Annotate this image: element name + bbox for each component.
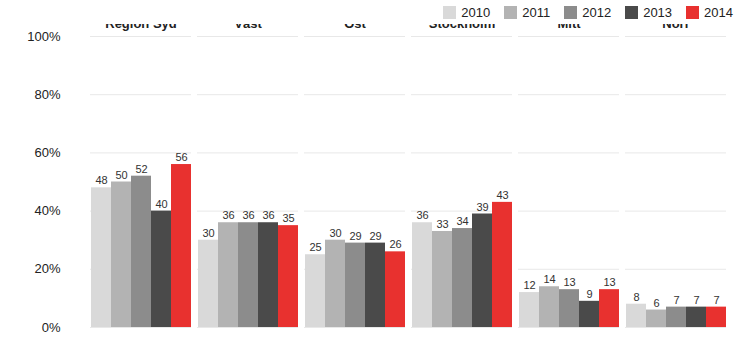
html-text:2010: 2010	[461, 4, 491, 20]
html-text:2014: 2014	[704, 4, 733, 20]
svg-text:12: 12	[523, 279, 535, 291]
svg-text:100%: 100%	[27, 29, 61, 44]
svg-text:30: 30	[202, 227, 214, 239]
svg-text:8: 8	[633, 291, 639, 303]
html-text:2013: 2013	[643, 4, 673, 20]
svg-text:36: 36	[222, 209, 234, 221]
svg-text:80%: 80%	[34, 87, 60, 102]
html-text:2011: 2011	[522, 4, 551, 20]
svg-text:Stockholm: Stockholm	[429, 24, 495, 31]
svg-text:34: 34	[456, 215, 468, 227]
svg-text:20%: 20%	[34, 261, 60, 276]
svg-text:6: 6	[653, 297, 659, 309]
svg-text:13: 13	[563, 276, 575, 288]
svg-text:14: 14	[543, 273, 555, 285]
svg-text:48: 48	[95, 174, 107, 186]
svg-text:7: 7	[693, 294, 699, 306]
svg-text:25: 25	[309, 241, 321, 253]
svg-text:60%: 60%	[34, 145, 60, 160]
svg-text:26: 26	[389, 238, 401, 250]
svg-text:29: 29	[369, 230, 381, 242]
svg-text:Väst: Väst	[234, 24, 262, 31]
svg-text:30: 30	[329, 227, 341, 239]
svg-text:Region Syd: Region Syd	[105, 24, 177, 31]
svg-text:50: 50	[115, 169, 127, 181]
svg-text:52: 52	[135, 163, 147, 175]
svg-text:13: 13	[603, 276, 615, 288]
svg-text:29: 29	[349, 230, 361, 242]
svg-text:40%: 40%	[34, 203, 60, 218]
html-text:2012: 2012	[582, 4, 612, 20]
svg-text:Öst: Öst	[344, 24, 366, 31]
svg-text:0%: 0%	[42, 320, 61, 335]
svg-text:39: 39	[476, 201, 488, 213]
svg-text:7: 7	[673, 294, 679, 306]
svg-text:36: 36	[242, 209, 254, 221]
svg-text:Mitt: Mitt	[557, 24, 581, 31]
svg-text:9: 9	[586, 288, 592, 300]
svg-text:36: 36	[262, 209, 274, 221]
svg-text:36: 36	[416, 209, 428, 221]
svg-text:43: 43	[496, 189, 508, 201]
svg-text:56: 56	[175, 151, 187, 163]
svg-text:35: 35	[282, 212, 294, 224]
svg-text:33: 33	[436, 218, 448, 230]
svg-text:40: 40	[155, 198, 167, 210]
svg-text:7: 7	[713, 294, 719, 306]
svg-text:Norr: Norr	[662, 24, 689, 31]
